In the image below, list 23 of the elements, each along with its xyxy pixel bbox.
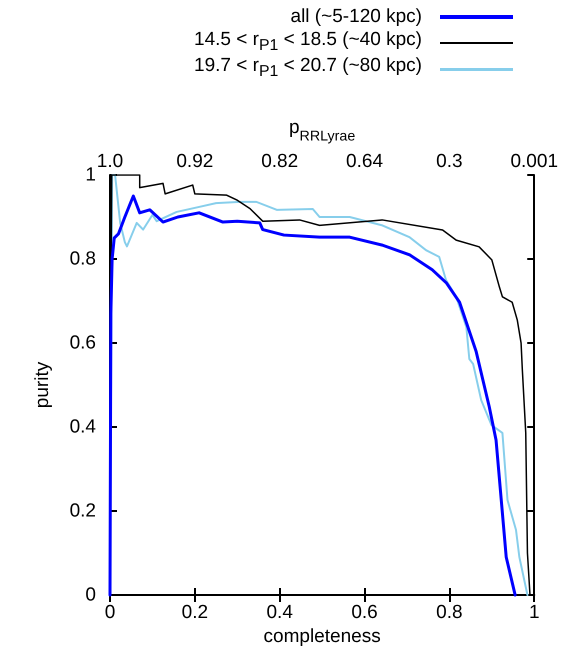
text: 1.0 <box>96 151 124 172</box>
y-tick-label: 0.4 <box>70 416 96 438</box>
text: 0.3 <box>436 151 463 172</box>
y-tick-label: 0 <box>85 584 96 606</box>
y-axis-title: purity <box>32 361 53 408</box>
x-tick-label: 0.6 <box>351 602 378 623</box>
text: 0.82 <box>261 151 298 172</box>
text: 0.92 <box>176 151 214 172</box>
x-tick-label: 0.8 <box>436 602 463 623</box>
legend-label: all (~5-120 kpc) <box>290 5 422 29</box>
x-tick-label: 0 <box>104 602 116 623</box>
legend-label: 14.5 < r$_{P1}$ < 18.5 (~40 kpc) <box>194 29 422 54</box>
text: 0.001 <box>510 151 558 172</box>
legend-label: 19.7 < r$_{P1}$ < 20.7 (~80 kpc) <box>194 54 422 82</box>
x-tick-label: 0.4 <box>266 602 294 623</box>
x-tick-label: 1 <box>528 602 540 623</box>
y-tick-label: 0.6 <box>70 332 96 354</box>
x-tick-label: 0.2 <box>182 602 208 623</box>
y-tick-label: 0.2 <box>70 500 96 522</box>
y-tick-label: 0.8 <box>70 248 96 270</box>
x-axis-title: completeness <box>263 626 381 647</box>
text: 0.64 <box>346 151 384 172</box>
y-tick-label: 1 <box>85 164 96 186</box>
